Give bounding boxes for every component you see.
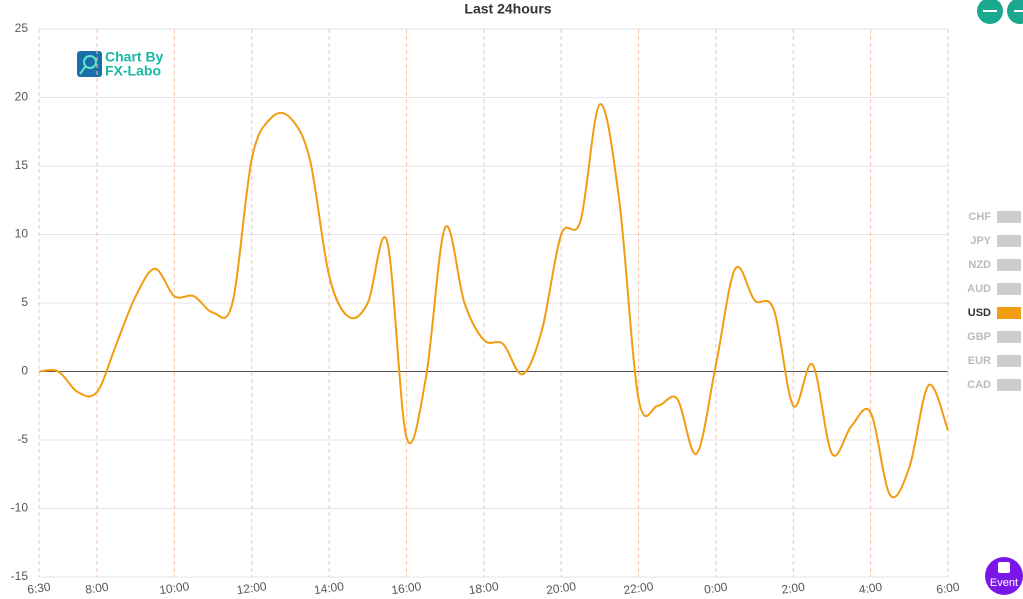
chart-title: Last 24hours <box>464 1 551 17</box>
y-tick-label: 20 <box>15 90 29 104</box>
x-tick-label: 12:00 <box>236 579 268 597</box>
logo-handle <box>79 66 86 75</box>
x-tick-label: 8:00 <box>84 580 109 597</box>
x-tick-label: 20:00 <box>545 579 577 597</box>
x-tick-label: 22:00 <box>623 579 655 597</box>
legend-label[interactable]: NZD <box>968 259 991 271</box>
y-tick-label: 10 <box>15 227 29 241</box>
x-tick-label: 6:00 <box>935 580 960 597</box>
legend-swatch[interactable] <box>997 379 1021 391</box>
line <box>38 103 949 498</box>
event-button[interactable]: Event <box>985 557 1023 595</box>
legend-swatch[interactable] <box>997 235 1021 247</box>
legend-swatch[interactable] <box>997 331 1021 343</box>
legend-label[interactable]: CAD <box>967 379 991 391</box>
x-tick-label: 14:00 <box>313 579 345 597</box>
y-tick-label: 0 <box>21 364 28 378</box>
event-label[interactable]: Event <box>990 577 1018 589</box>
x-tick-label: 18:00 <box>468 579 500 597</box>
logo-lens <box>83 55 97 69</box>
legend-label[interactable]: GBP <box>967 331 991 343</box>
legend-swatch[interactable] <box>997 211 1021 223</box>
legend-swatch[interactable] <box>997 307 1021 319</box>
y-tick-label: -15 <box>11 569 29 583</box>
x-tick-label: 16:00 <box>391 579 423 597</box>
legend-swatch[interactable] <box>997 355 1021 367</box>
event-icon <box>998 562 1010 573</box>
x-tick-label: 2:00 <box>781 580 806 597</box>
y-tick-label: -10 <box>11 501 29 515</box>
logo-text: FX-Labo <box>105 63 161 79</box>
toolbar <box>977 0 1023 24</box>
legend-swatch[interactable] <box>997 259 1021 271</box>
logo-text: Chart By <box>105 49 164 65</box>
x-tick-label: 0:00 <box>703 580 728 597</box>
legend-swatch[interactable] <box>997 283 1021 295</box>
y-tick-label: 5 <box>21 295 28 309</box>
y-tick-label: -5 <box>17 432 28 446</box>
x-tick-label: 6:30 <box>26 580 51 597</box>
y-tick-label: 15 <box>15 158 29 172</box>
x-tick-label: 4:00 <box>858 580 883 597</box>
event-circle[interactable] <box>985 557 1023 595</box>
legend-label[interactable]: EUR <box>968 355 991 367</box>
logo: Chart By FX-Labo <box>77 49 164 79</box>
legend-label[interactable]: JPY <box>970 235 991 247</box>
legend-label[interactable]: USD <box>968 307 991 319</box>
legend-label[interactable]: CHF <box>968 211 991 223</box>
x-tick-label: 10:00 <box>158 579 190 597</box>
legend-label[interactable]: AUD <box>967 283 991 295</box>
y-tick-label: 25 <box>15 21 29 35</box>
